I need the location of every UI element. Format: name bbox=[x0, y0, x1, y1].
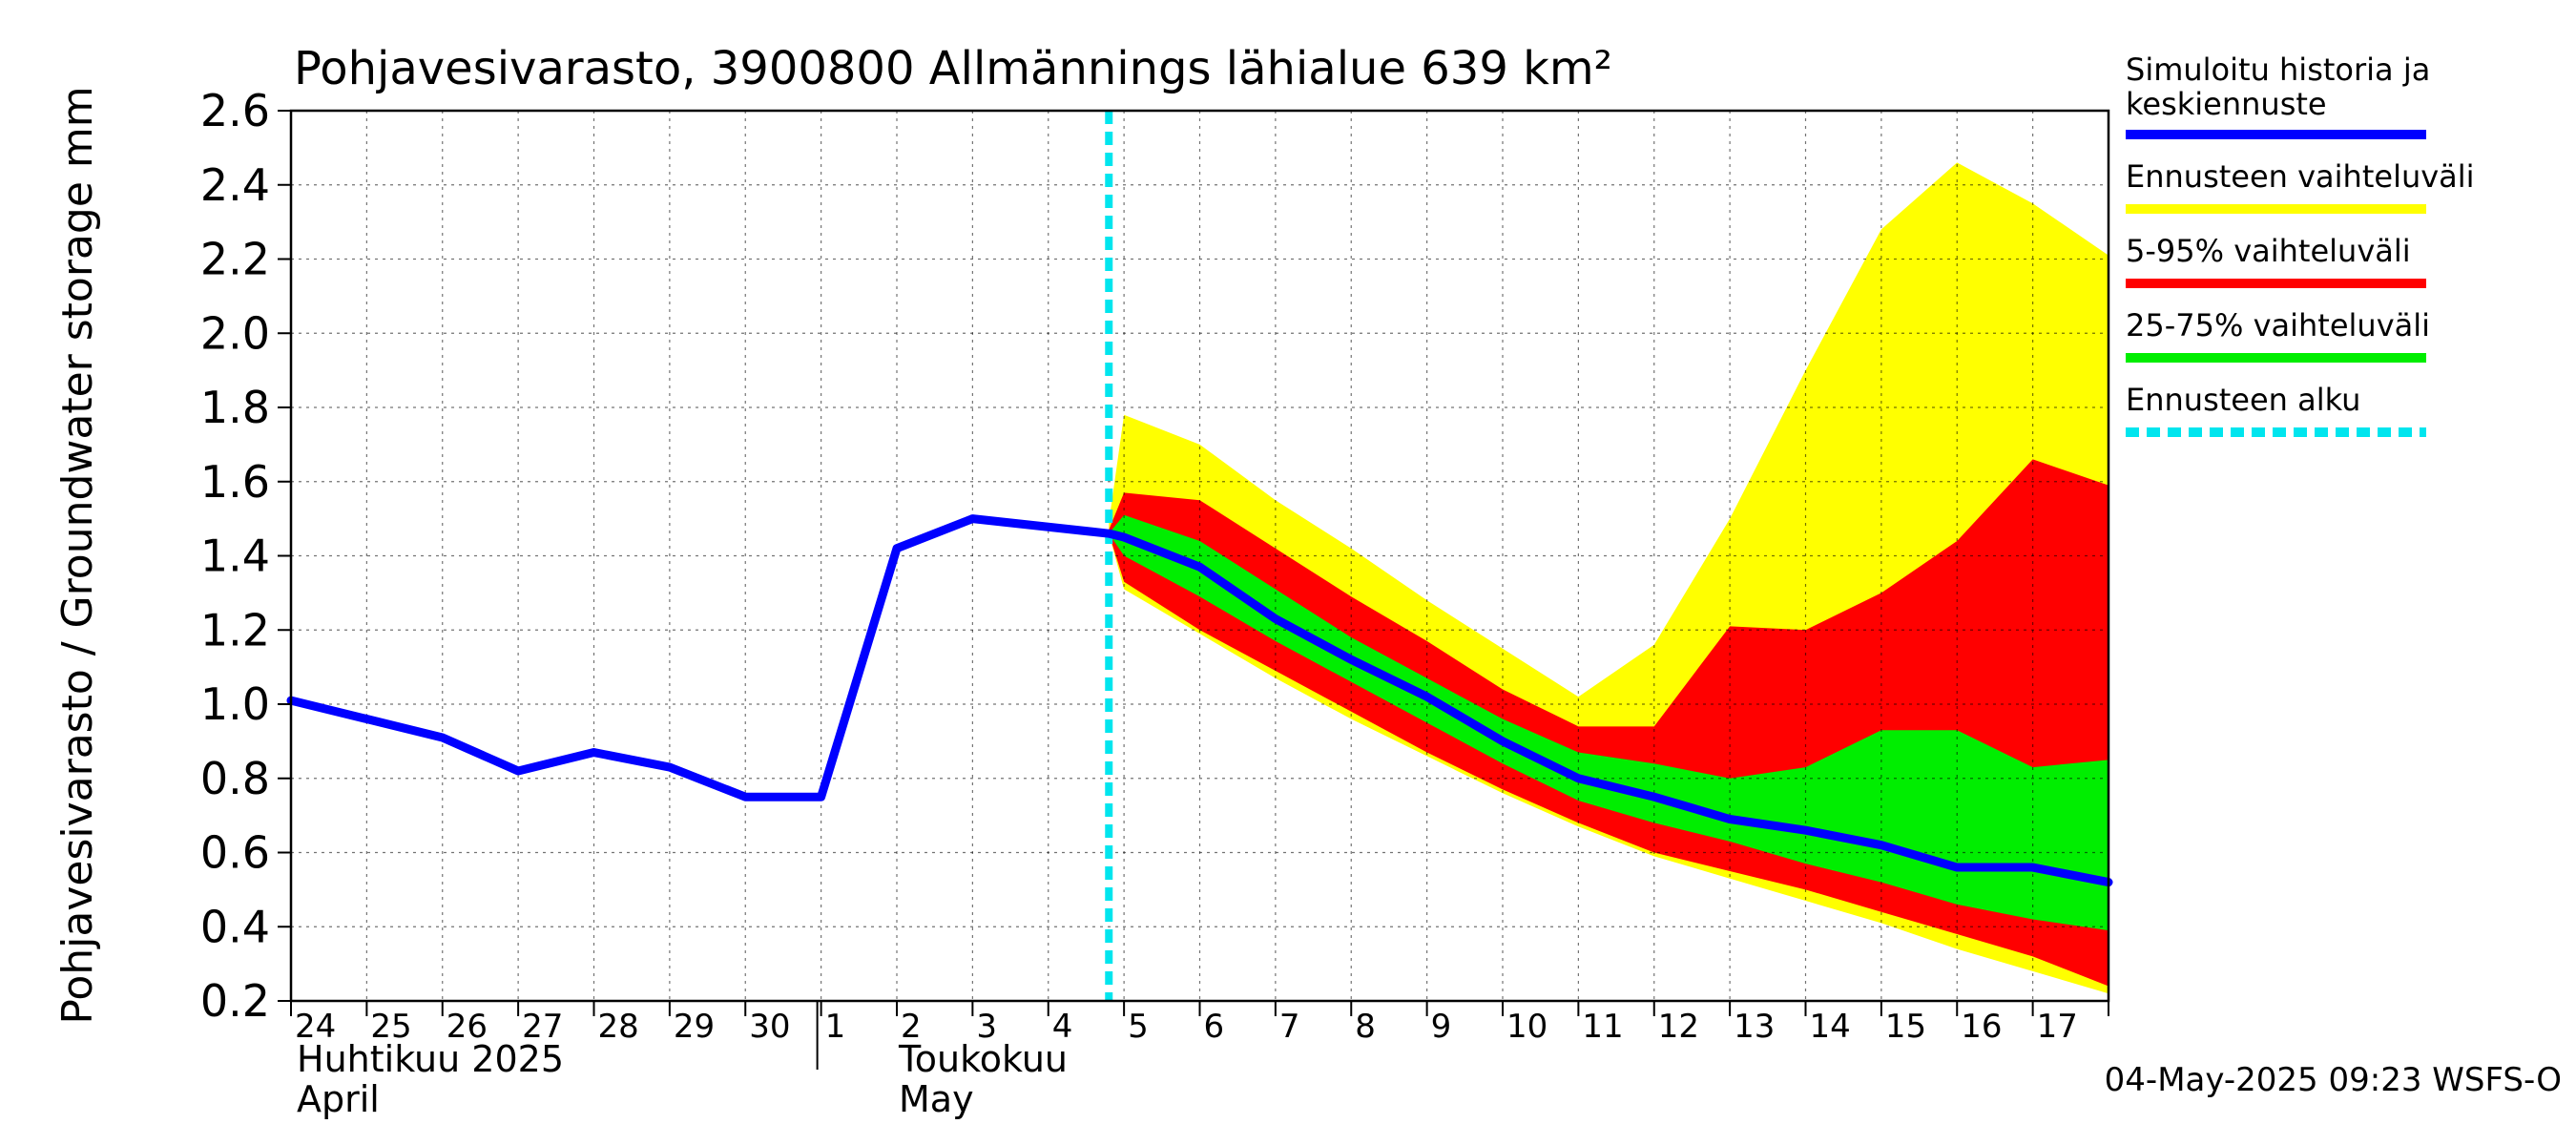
series-lines bbox=[286, 111, 2113, 1001]
y-tick-label: 0.2 bbox=[200, 975, 270, 1027]
legend-label: 25-75% vaihteluväli bbox=[2126, 307, 2430, 344]
legend-label: Ennusteen alku bbox=[2126, 382, 2360, 418]
chart-title: Pohjavesivarasto, 3900800 Allmännings lä… bbox=[294, 42, 1612, 95]
legend-item: Simuloitu historia ja keskiennuste bbox=[2126, 52, 2430, 139]
legend-item: 25-75% vaihteluväli bbox=[2126, 307, 2430, 363]
y-tick-label: 1.4 bbox=[200, 531, 270, 582]
x-tick-label: 24 bbox=[295, 1008, 336, 1046]
x-tick-label: 13 bbox=[1734, 1008, 1775, 1046]
y-tick-label: 0.4 bbox=[200, 901, 270, 952]
forecast-bands bbox=[1109, 162, 2109, 994]
y-tick-label: 1.6 bbox=[200, 456, 270, 508]
x-tick-label: 6 bbox=[1204, 1008, 1225, 1046]
x-tick-label: 27 bbox=[522, 1008, 563, 1046]
legend-item: Ennusteen vaihteluväli bbox=[2126, 158, 2475, 214]
x-tick-label: 30 bbox=[749, 1008, 790, 1046]
x-tick-label: 10 bbox=[1506, 1008, 1548, 1046]
x-tick-label: 14 bbox=[1810, 1008, 1851, 1046]
x-tick-label: 7 bbox=[1279, 1008, 1300, 1046]
legend-label: Ennusteen vaihteluväli bbox=[2126, 158, 2475, 195]
y-tick-label: 2.4 bbox=[200, 159, 270, 211]
y-tick-label: 1.8 bbox=[200, 382, 270, 433]
x-tick-label: 29 bbox=[674, 1008, 715, 1046]
legend-label-line: Simuloitu historia ja bbox=[2126, 52, 2430, 88]
x-tick-label: 28 bbox=[598, 1008, 639, 1046]
x-tick-label: 2 bbox=[901, 1008, 922, 1046]
x-tick-label: 25 bbox=[370, 1008, 411, 1046]
y-tick-label: 1.0 bbox=[200, 678, 270, 730]
y-tick-label: 2.6 bbox=[200, 85, 270, 136]
x-tick-label: 11 bbox=[1582, 1008, 1623, 1046]
y-tick-label: 2.2 bbox=[200, 234, 270, 285]
y-tick-label: 0.6 bbox=[200, 827, 270, 879]
x-tick-label: 4 bbox=[1052, 1008, 1073, 1046]
x-tick-label: 8 bbox=[1355, 1008, 1376, 1046]
legend-label: 5-95% vaihteluväli bbox=[2126, 233, 2411, 269]
y-tick-label: 1.2 bbox=[200, 604, 270, 656]
y-axis-label: Pohjavesivarasto / Groundwater storage m… bbox=[53, 86, 102, 1024]
simulated-history-line bbox=[286, 514, 2113, 887]
y-tick-label: 2.0 bbox=[200, 307, 270, 359]
x-tick-label: 17 bbox=[2037, 1008, 2078, 1046]
x-axis: 24 25 26 27 28 29 30 1 2 3 4 5 6 7 8 9 10 11 12 13 14 15 16 17H… bbox=[290, 1001, 2109, 1120]
legend-item: 5-95% vaihteluväli bbox=[2126, 233, 2426, 288]
footer-timestamp: 04-May-2025 09:23 WSFS-O bbox=[2105, 1061, 2562, 1099]
grid bbox=[291, 111, 2109, 1001]
legend-label: Simuloitu historia ja keskiennuste bbox=[2126, 52, 2430, 122]
x-tick-label: 9 bbox=[1431, 1008, 1452, 1046]
month-label-fi: Toukokuu bbox=[898, 1038, 1068, 1080]
x-tick-label: 26 bbox=[447, 1008, 488, 1046]
month-label-en: April bbox=[297, 1078, 380, 1120]
legend: Simuloitu historia ja keskiennuste Ennuste… bbox=[2126, 52, 2475, 437]
x-tick-label: 15 bbox=[1885, 1008, 1926, 1046]
month-label-en: May bbox=[899, 1078, 974, 1120]
x-tick-label: 16 bbox=[1961, 1008, 2002, 1046]
x-tick-label: 3 bbox=[976, 1008, 997, 1046]
x-tick-label: 12 bbox=[1658, 1008, 1699, 1046]
y-axis: 0.2 0.4 0.6 0.8 1.0 1.2 1.4 1.6 1.8 2.0 2.2 2.4 2.6 bbox=[200, 85, 291, 1027]
legend-item: Ennusteen alku bbox=[2126, 382, 2426, 437]
month-label-fi: Huhtikuu 2025 bbox=[297, 1038, 564, 1080]
green-band bbox=[1109, 514, 2109, 931]
legend-label-line: keskiennuste bbox=[2126, 86, 2327, 122]
y-tick-label: 0.8 bbox=[200, 753, 270, 804]
x-tick-label: 1 bbox=[825, 1008, 846, 1046]
x-tick-label: 5 bbox=[1128, 1008, 1149, 1046]
